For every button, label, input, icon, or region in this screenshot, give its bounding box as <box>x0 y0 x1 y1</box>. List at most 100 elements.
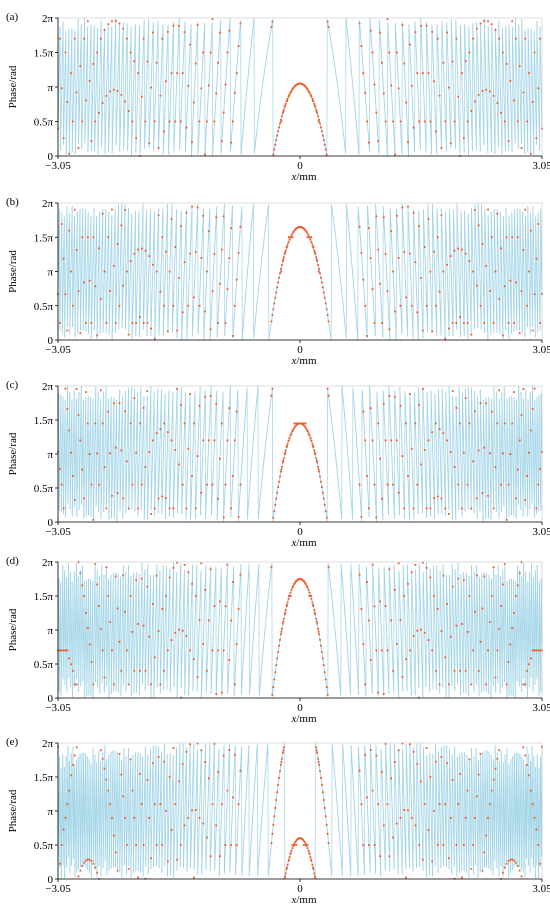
sample-point <box>529 657 532 660</box>
sample-point <box>529 429 532 432</box>
sample-point <box>172 567 175 569</box>
sample-point <box>315 620 318 623</box>
phase-curve-segment <box>407 207 414 339</box>
sample-point <box>315 457 318 460</box>
sample-point <box>304 422 307 425</box>
sample-point <box>284 104 287 107</box>
sample-point <box>321 134 324 137</box>
phase-curve-segment <box>241 204 254 340</box>
sample-point <box>468 260 471 263</box>
sample-point <box>172 24 175 27</box>
phase-curve-segment <box>378 567 385 695</box>
phase-curve-segment <box>150 211 155 336</box>
phase-curve-segment <box>118 203 123 330</box>
sample-point <box>453 466 456 468</box>
sample-point <box>282 108 285 111</box>
sample-point <box>81 468 84 471</box>
phase-curve-segment <box>536 564 540 697</box>
sample-point <box>297 578 299 581</box>
phase-curve-segment <box>111 397 115 518</box>
sample-point <box>286 245 288 248</box>
phase-curve-segment <box>476 565 480 697</box>
phase-curve-segment <box>452 395 457 520</box>
sample-point <box>301 226 303 229</box>
phase-curve-segment <box>493 567 497 693</box>
phase-curve-segment <box>478 576 482 693</box>
sample-point <box>99 627 102 630</box>
sample-point <box>323 297 326 299</box>
sample-point <box>92 862 95 865</box>
sample-point <box>320 480 322 483</box>
sample-point <box>313 102 316 105</box>
sample-point <box>320 651 323 653</box>
phase-curve-segment <box>464 752 468 874</box>
phase-curve-segment <box>59 212 63 330</box>
phase-curve-segment <box>364 745 371 873</box>
phase-curve-segment <box>445 391 450 511</box>
phase-curve-segment <box>179 743 184 868</box>
sample-point <box>191 582 193 585</box>
sample-point <box>206 669 208 672</box>
sample-point <box>537 844 540 846</box>
phase-curve-segment <box>184 24 192 153</box>
sample-point <box>217 771 219 774</box>
sample-point <box>139 316 141 319</box>
sample-point <box>116 243 119 245</box>
sample-point <box>152 31 154 34</box>
sample-point <box>279 638 281 641</box>
sample-point <box>233 92 236 94</box>
sample-point <box>150 86 152 89</box>
phase-curve-segment <box>463 572 467 694</box>
sample-point <box>288 594 291 597</box>
sample-point <box>276 286 279 289</box>
sample-point <box>289 434 292 437</box>
phase-curve-segment <box>105 211 110 333</box>
sample-point <box>518 332 521 334</box>
sample-point <box>202 439 205 442</box>
phase-curve-segment <box>396 208 403 335</box>
phase-curve-segment <box>521 19 526 154</box>
sample-point <box>284 251 287 254</box>
sample-point <box>207 777 210 780</box>
sample-point <box>321 286 324 289</box>
sample-point <box>161 236 164 239</box>
sample-point <box>468 595 471 597</box>
sample-point <box>281 757 283 760</box>
sample-point <box>498 627 501 630</box>
sample-point <box>381 771 383 774</box>
sample-point <box>531 649 534 652</box>
sample-point <box>301 838 304 841</box>
sample-point <box>535 137 538 140</box>
x-axis-label-unit: /mm <box>296 713 317 725</box>
sample-point <box>487 208 489 211</box>
sample-point <box>407 205 409 208</box>
sample-point <box>539 649 542 652</box>
phase-curve-segment <box>112 750 116 867</box>
sample-point <box>170 72 173 75</box>
sample-point <box>295 422 298 425</box>
sample-point <box>142 37 145 40</box>
sample-point <box>285 867 288 870</box>
phase-curve-segment <box>376 391 384 521</box>
sample-point <box>425 304 428 307</box>
sample-point <box>77 414 80 416</box>
sample-point <box>168 776 171 778</box>
sample-point <box>307 432 310 435</box>
sample-point <box>274 297 277 299</box>
sample-point <box>325 686 328 688</box>
phase-curve-segment <box>140 396 145 511</box>
sample-point <box>369 749 372 751</box>
sample-point <box>528 663 530 666</box>
phase-curve-segment <box>511 396 515 517</box>
sample-point <box>302 422 305 425</box>
sample-point <box>292 231 295 234</box>
sample-point <box>109 90 112 93</box>
sample-point <box>315 746 318 749</box>
sample-point <box>133 816 136 819</box>
sample-point <box>168 576 171 579</box>
sample-point <box>295 844 298 846</box>
sample-point <box>70 663 72 666</box>
sample-point <box>273 510 276 513</box>
phase-curve-segment <box>522 211 526 338</box>
sample-point <box>420 628 422 631</box>
